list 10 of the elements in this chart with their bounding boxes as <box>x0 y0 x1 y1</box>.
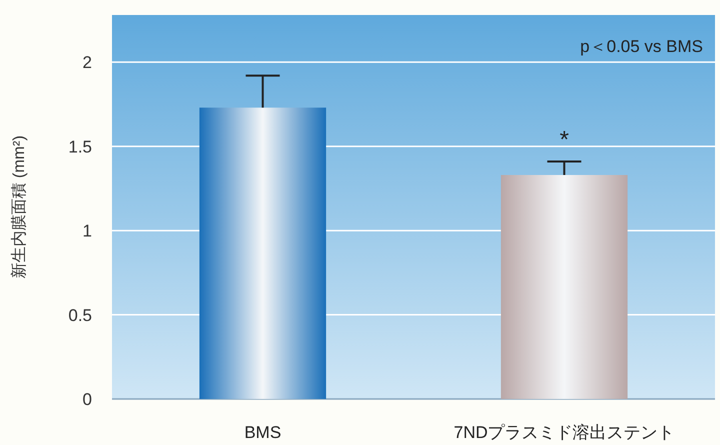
y-tick-label: 0 <box>82 390 92 409</box>
x-tick-label: 7NDプラスミド溶出ステント <box>454 423 675 442</box>
annotation: * <box>560 126 569 154</box>
annotation: p＜0.05 vs BMS <box>580 37 703 56</box>
x-tick-label: BMS <box>244 423 282 442</box>
y-tick-label: 0.5 <box>68 306 92 325</box>
y-axis-title: 新生内膜面積 (mm²) <box>10 135 28 279</box>
y-tick-label: 2 <box>82 53 92 72</box>
y-tick-label: 1.5 <box>68 137 92 156</box>
y-tick-label: 1 <box>82 222 92 241</box>
